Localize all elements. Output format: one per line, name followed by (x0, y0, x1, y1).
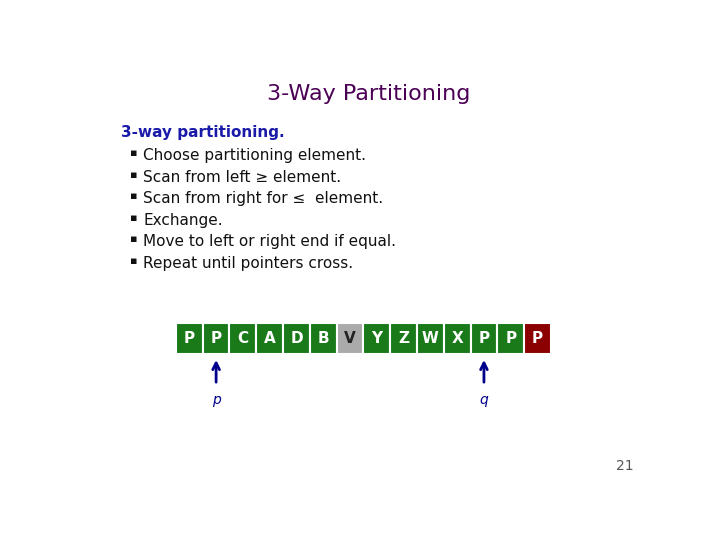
Text: P: P (210, 330, 222, 346)
Text: Repeat until pointers cross.: Repeat until pointers cross. (143, 256, 353, 271)
Bar (310, 322, 337, 354)
Text: D: D (290, 330, 303, 346)
Text: ▪: ▪ (130, 234, 138, 245)
Text: P: P (505, 330, 516, 346)
Bar (444, 322, 471, 354)
Bar (471, 322, 498, 354)
Text: 3-Way Partitioning: 3-Way Partitioning (267, 84, 471, 104)
Text: A: A (264, 330, 276, 346)
Bar (390, 322, 417, 354)
Bar (256, 322, 283, 354)
Bar (417, 322, 444, 354)
Bar (230, 322, 256, 354)
Text: P: P (532, 330, 543, 346)
Text: Choose partitioning element.: Choose partitioning element. (143, 148, 366, 163)
Text: Scan from left ≥ element.: Scan from left ≥ element. (143, 170, 341, 185)
Text: V: V (344, 330, 356, 346)
Text: ▪: ▪ (130, 191, 138, 201)
Text: P: P (478, 330, 490, 346)
Text: 3-way partitioning.: 3-way partitioning. (121, 125, 284, 140)
Text: P: P (184, 330, 195, 346)
Text: Y: Y (372, 330, 382, 346)
Text: ▪: ▪ (130, 213, 138, 223)
Text: B: B (318, 330, 329, 346)
Text: W: W (422, 330, 438, 346)
Text: X: X (451, 330, 463, 346)
Text: Move to left or right end if equal.: Move to left or right end if equal. (143, 234, 396, 249)
Bar (364, 322, 390, 354)
Bar (176, 322, 203, 354)
Text: ▪: ▪ (130, 256, 138, 266)
Text: ▪: ▪ (130, 170, 138, 180)
Bar (337, 322, 364, 354)
Text: C: C (238, 330, 248, 346)
Text: Scan from right for ≤  element.: Scan from right for ≤ element. (143, 191, 383, 206)
Text: q: q (480, 393, 488, 407)
Bar (283, 322, 310, 354)
Text: Z: Z (398, 330, 409, 346)
Text: ▪: ▪ (130, 148, 138, 158)
Bar (498, 322, 524, 354)
Text: p: p (212, 393, 220, 407)
Text: Exchange.: Exchange. (143, 213, 222, 228)
Bar (524, 322, 551, 354)
Bar (203, 322, 230, 354)
Text: 21: 21 (616, 459, 634, 473)
